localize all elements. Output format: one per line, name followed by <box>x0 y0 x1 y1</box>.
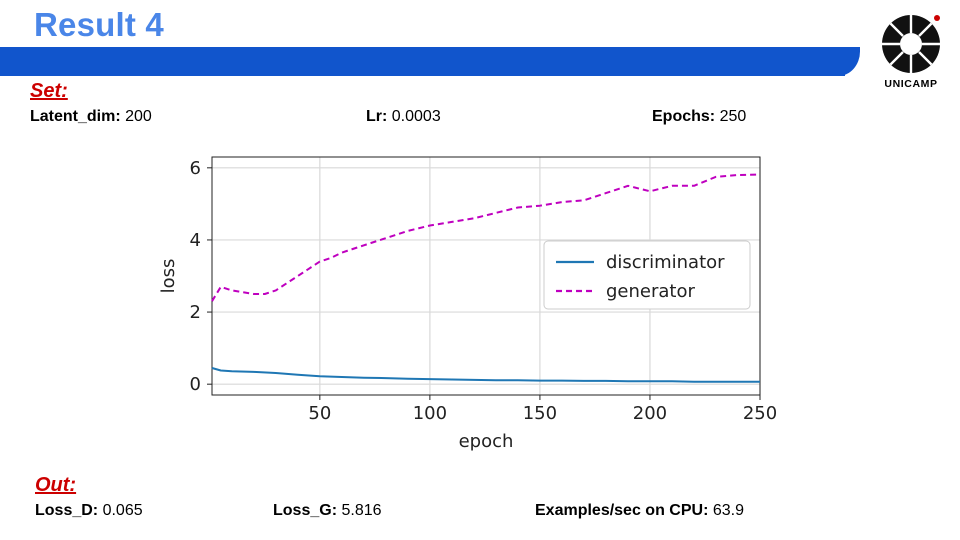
y-tick-label: 2 <box>190 302 201 323</box>
plot-frame <box>211 156 761 396</box>
y-tick-label: 4 <box>190 230 201 251</box>
legend-label-discriminator: discriminator <box>606 252 725 273</box>
unicamp-logo-icon <box>882 15 940 73</box>
result-label: Examples/sec on CPU: <box>535 502 709 519</box>
title-band-tail <box>838 47 860 76</box>
x-axis-label: epoch <box>459 431 514 452</box>
param-epochs: Epochs: 250 <box>652 108 746 126</box>
series-line-generator <box>211 173 761 302</box>
result-loss-g: Loss_G: 5.816 <box>273 502 382 520</box>
x-tick-label: 200 <box>633 403 667 424</box>
result-value: 0.065 <box>102 502 143 519</box>
slide-title: Result 4 <box>34 6 164 43</box>
y-tick-label: 0 <box>190 374 201 395</box>
y-axis-label: loss <box>158 259 179 294</box>
out-heading: Out: <box>35 474 77 496</box>
result-examples-per-sec: Examples/sec on CPU: 63.9 <box>535 502 744 520</box>
param-value: 0.0003 <box>391 108 441 125</box>
x-tick-label: 100 <box>413 403 447 424</box>
param-label: Lr: <box>366 108 388 125</box>
set-heading: Set: <box>30 80 68 102</box>
param-label: Epochs: <box>652 108 716 125</box>
y-tick-label: 6 <box>190 158 201 179</box>
title-band <box>0 47 845 76</box>
x-tick-label: 250 <box>743 403 777 424</box>
x-tick-label: 50 <box>308 403 331 424</box>
result-label: Loss_G: <box>273 502 338 519</box>
param-lr: Lr: 0.0003 <box>366 108 441 126</box>
param-value: 250 <box>719 108 747 125</box>
param-label: Latent_dim: <box>30 108 121 125</box>
legend-box <box>543 240 751 310</box>
result-value: 63.9 <box>712 502 744 519</box>
result-value: 5.816 <box>341 502 382 519</box>
logo-text: UNICAMP <box>884 78 938 90</box>
param-value: 200 <box>125 108 152 125</box>
result-loss-d: Loss_D: 0.065 <box>35 502 143 520</box>
x-tick-label: 150 <box>523 403 557 424</box>
result-label: Loss_D: <box>35 502 99 519</box>
loss-chart: 50 100 150 200 250 0 2 4 6 epoch loss discriminator… <box>152 143 782 461</box>
series-line-discriminator <box>211 367 761 383</box>
param-latent-dim: Latent_dim: 200 <box>30 108 152 126</box>
loss-chart-svg: 50 100 150 200 250 0 2 4 6 epoch loss discriminator… <box>158 156 777 452</box>
legend-label-generator: generator <box>606 281 695 302</box>
